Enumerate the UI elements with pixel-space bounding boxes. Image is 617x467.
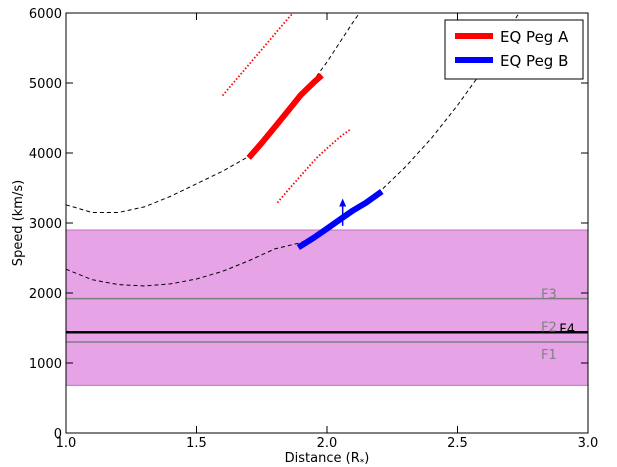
model-curves — [66, 13, 520, 287]
uncertainty-curves — [221, 13, 352, 204]
model-curve-2 — [66, 13, 520, 287]
x-axis-label-sub: * — [360, 458, 365, 467]
y-tick-label: 4000 — [29, 147, 62, 162]
x-axis-label-suffix: ) — [364, 451, 369, 466]
y-tick-label: 1000 — [29, 357, 62, 372]
x-tick-label: 2.0 — [317, 436, 338, 451]
reference-label-f4: F4 — [559, 323, 575, 338]
reference-lines — [66, 297, 588, 343]
series-line-eq-peg-a — [246, 73, 324, 160]
legend-label-eq-peg-a: EQ Peg A — [500, 28, 569, 46]
x-axis-label: Distance (R*) — [285, 451, 370, 467]
y-tick-label: 5000 — [29, 77, 62, 92]
y-tick-label: 0 — [54, 427, 62, 442]
model-curve-1 — [66, 13, 361, 213]
uncertainty-curve-1 — [221, 13, 294, 97]
legend: EQ Peg A EQ Peg B — [444, 19, 584, 80]
y-tick-label: 6000 — [29, 7, 62, 22]
reference-labels: F1 F2 F3 F4 — [541, 288, 575, 363]
shaded-band — [65, 229, 589, 386]
y-axis-label: Speed (km/s) — [11, 180, 26, 266]
y-tick-label: 3000 — [29, 217, 62, 232]
reference-label-f2: F2 — [541, 321, 557, 336]
x-tick-label: 1.0 — [56, 436, 77, 451]
uncertainty-curve-2 — [276, 128, 352, 204]
x-axis-label-main: Distance (R — [285, 451, 360, 466]
series-line-eq-peg-b — [296, 189, 384, 251]
x-tick-label: 2.5 — [447, 436, 468, 451]
axis-ticks: 1.0 1.5 2.0 2.5 3.0 0 1000 2000 3000 4000 5000 6000 — [29, 7, 598, 451]
shaded-band-rect — [65, 229, 589, 386]
x-tick-label: 3.0 — [578, 436, 599, 451]
legend-box — [444, 19, 584, 80]
y-tick-label: 2000 — [29, 287, 62, 302]
x-tick-label: 1.5 — [186, 436, 207, 451]
arrow-marker — [339, 198, 347, 226]
data-series — [246, 73, 384, 251]
legend-label-eq-peg-b: EQ Peg B — [500, 52, 568, 70]
reference-label-f1: F1 — [541, 348, 557, 363]
arrow-head — [339, 198, 347, 207]
reference-label-f3: F3 — [541, 288, 557, 303]
